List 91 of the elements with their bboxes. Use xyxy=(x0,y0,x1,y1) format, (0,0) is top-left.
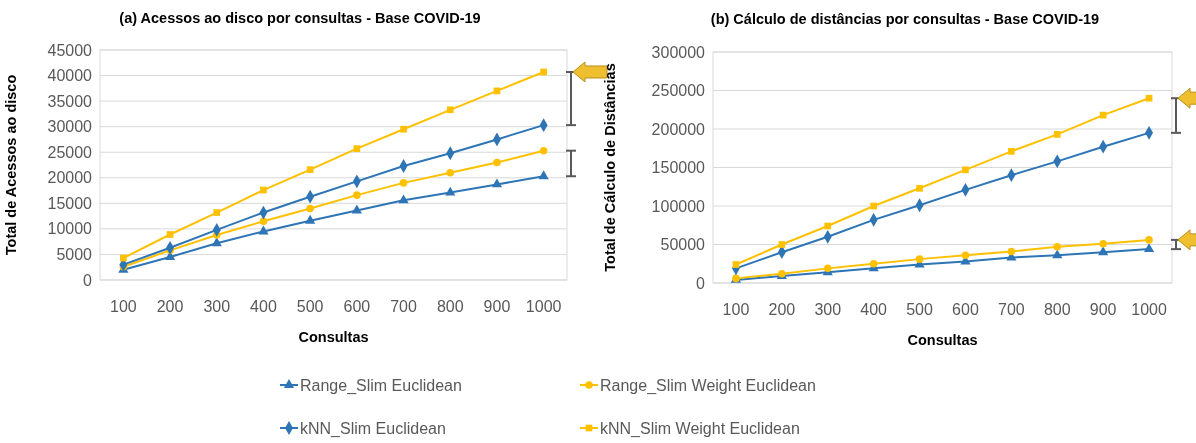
y-tick-label: 150000 xyxy=(651,159,706,177)
y-tick-label: 200000 xyxy=(651,120,706,138)
point xyxy=(1008,147,1015,155)
y-tick-label: 100000 xyxy=(651,197,706,215)
y-axis-title: Total de Acessos ao disco xyxy=(3,74,19,256)
y-tick-label: 30000 xyxy=(47,118,93,136)
point xyxy=(916,184,923,192)
point xyxy=(305,214,316,224)
y-tick-label: 0 xyxy=(696,274,706,292)
chart-title: (b) Cálculo de distâncias por consultas - Base COVID-19 xyxy=(710,11,1100,27)
x-tick-label: 100 xyxy=(722,301,750,318)
point xyxy=(399,179,408,187)
x-tick-label: 900 xyxy=(1089,301,1117,318)
point xyxy=(732,261,740,268)
point xyxy=(211,237,222,247)
point xyxy=(869,259,878,268)
point xyxy=(962,166,969,174)
x-tick-label: 800 xyxy=(436,298,464,315)
x-tick-label: 600 xyxy=(952,301,979,318)
x-tick-label: 300 xyxy=(203,298,231,315)
y-tick-label: 40000 xyxy=(47,67,93,85)
point xyxy=(1053,243,1062,251)
y-tick-label: 300000 xyxy=(651,43,706,61)
x-tick-label: 900 xyxy=(483,298,511,315)
x-tick-label: 1000 xyxy=(525,298,562,315)
x-tick-label: 300 xyxy=(814,301,842,318)
point xyxy=(1099,239,1107,248)
y-tick-label: 0 xyxy=(83,271,93,289)
point xyxy=(493,158,501,167)
y-tick-label: 20000 xyxy=(47,169,93,187)
point xyxy=(213,209,221,216)
x-tick-label: 500 xyxy=(906,301,933,318)
y-tick-label: 250000 xyxy=(651,82,706,100)
y-tick-label: 10000 xyxy=(47,220,93,238)
point xyxy=(351,204,362,214)
point xyxy=(539,146,548,155)
point xyxy=(445,186,456,196)
point xyxy=(353,145,361,152)
legend-label: kNN_Slim Euclidean xyxy=(300,419,446,438)
point xyxy=(540,68,547,76)
x-tick-label: 500 xyxy=(296,298,324,315)
x-tick-label: 200 xyxy=(156,298,184,315)
x-tick-label: 400 xyxy=(860,301,888,318)
point xyxy=(306,204,314,213)
y-tick-label: 15000 xyxy=(47,194,93,212)
point xyxy=(1143,243,1155,253)
point xyxy=(259,217,268,225)
legend-label: kNN_Slim Weight Euclidean xyxy=(600,419,800,438)
point xyxy=(491,178,503,188)
point xyxy=(120,254,127,262)
x-tick-label: 1000 xyxy=(1131,301,1167,318)
point xyxy=(1099,111,1107,119)
y-axis-title: Total de Cálculo de Distâncias xyxy=(602,63,618,272)
y-tick-label: 35000 xyxy=(47,92,93,110)
point xyxy=(166,231,174,238)
x-axis-title: Consultas xyxy=(298,329,369,345)
y-tick-label: 50000 xyxy=(660,236,706,254)
y-tick-label: 5000 xyxy=(56,246,93,264)
point xyxy=(446,106,454,114)
point xyxy=(260,186,267,194)
chart-title: (a) Acessos ao disco por consultas - Base COVID-19 xyxy=(119,10,481,26)
point xyxy=(538,170,549,180)
point xyxy=(400,125,407,133)
point xyxy=(1053,131,1061,138)
point xyxy=(353,191,361,199)
point xyxy=(1052,249,1063,259)
x-tick-label: 700 xyxy=(998,301,1025,318)
point xyxy=(824,222,832,230)
point xyxy=(1145,94,1153,102)
x-tick-label: 400 xyxy=(250,298,277,315)
point xyxy=(398,194,409,204)
x-tick-label: 100 xyxy=(110,298,137,315)
point xyxy=(961,251,970,260)
x-axis-title: Consultas xyxy=(907,332,978,348)
point xyxy=(915,255,924,263)
y-tick-label: 45000 xyxy=(47,41,93,59)
point xyxy=(258,225,269,235)
x-tick-label: 800 xyxy=(1043,301,1071,318)
legend-label: Range_Slim Weight Euclidean xyxy=(600,376,816,395)
y-tick-label: 25000 xyxy=(47,143,93,161)
x-tick-label: 200 xyxy=(768,301,796,318)
point xyxy=(446,168,455,177)
x-tick-label: 700 xyxy=(390,298,417,315)
point xyxy=(1098,246,1109,256)
point xyxy=(1007,247,1016,256)
x-tick-label: 600 xyxy=(343,298,371,315)
legend-label: Range_Slim Euclidean xyxy=(300,376,462,395)
point xyxy=(778,241,786,248)
point xyxy=(870,202,877,210)
point xyxy=(306,166,314,173)
point xyxy=(1145,236,1153,244)
